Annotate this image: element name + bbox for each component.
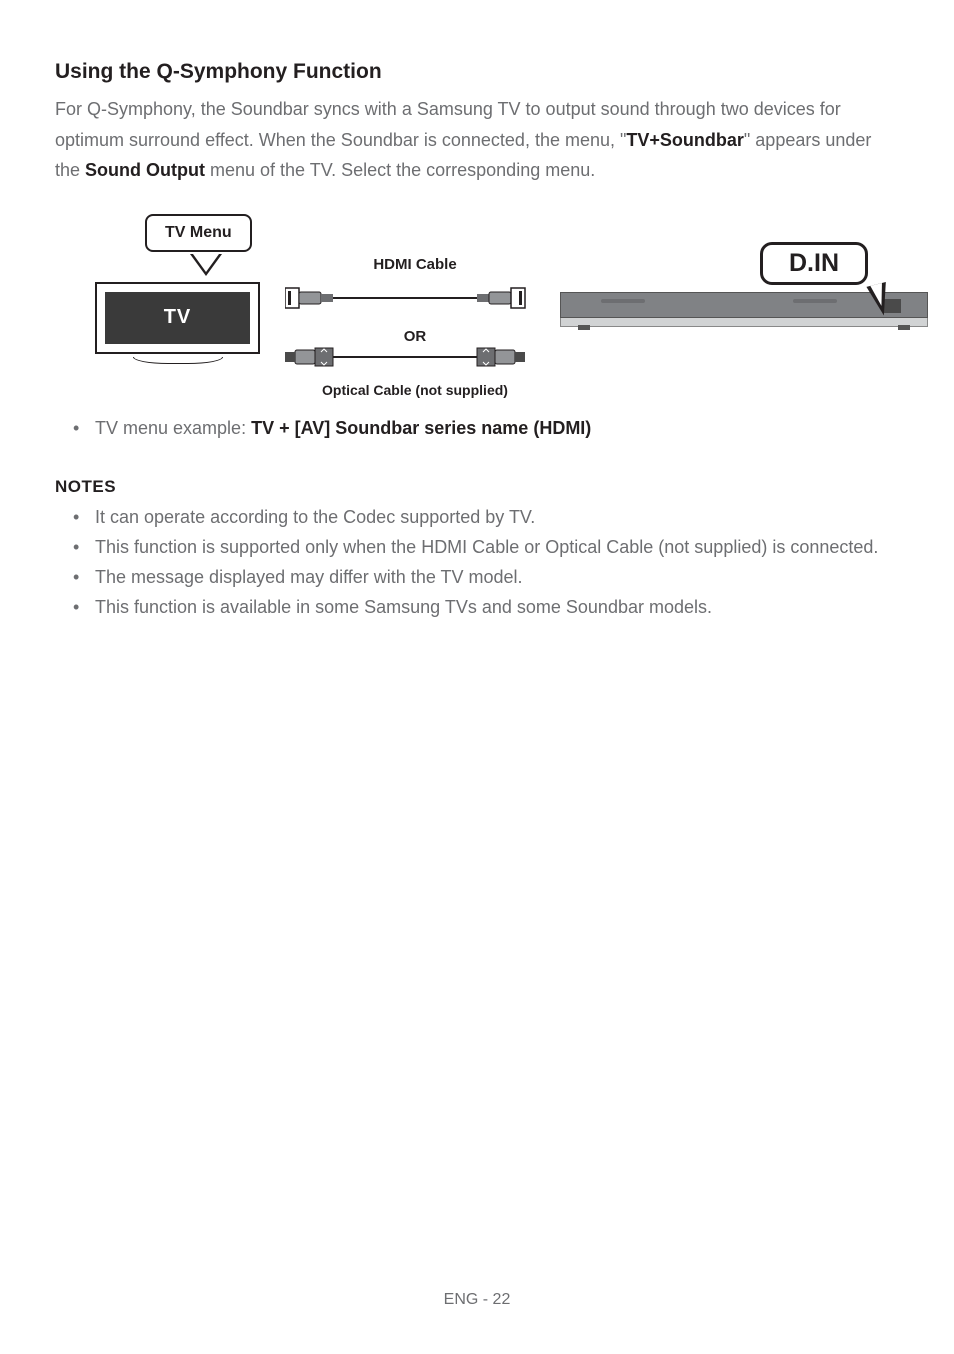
cable-labels-group: HDMI Cable [290,256,540,273]
din-callout: D.IN [760,242,868,285]
tv-frame: TV [95,282,260,354]
hdmi-cable-label: HDMI Cable [290,256,540,273]
intro-bold-1: TV+Soundbar [626,130,744,150]
intro-text-3: menu of the TV. Select the corresponding… [205,160,595,180]
soundbar-foot-right [898,325,910,330]
notes-heading: NOTES [55,477,899,497]
soundbar-foot-left [578,325,590,330]
example-bold: TV + [AV] Soundbar series name (HDMI) [251,418,591,438]
notes-list: It can operate according to the Codec su… [55,503,899,622]
example-prefix: TV menu example: [95,418,251,438]
intro-bold-2: Sound Output [85,160,205,180]
note-item: It can operate according to the Codec su… [95,503,899,533]
tv-menu-callout: TV Menu [145,214,252,252]
tv-screen-label: TV [105,292,250,344]
tv-menu-example-list: TV menu example: TV + [AV] Soundbar seri… [55,414,899,444]
tv-menu-example-item: TV menu example: TV + [AV] Soundbar seri… [95,414,899,444]
note-item: This function is supported only when the… [95,533,899,563]
soundbar-base [560,318,928,327]
or-label: OR [290,328,540,345]
hdmi-cable-icon [285,288,525,308]
section-heading: Using the Q-Symphony Function [55,60,899,84]
tv-illustration: TV [95,282,260,364]
intro-paragraph: For Q-Symphony, the Soundbar syncs with … [55,94,899,186]
note-item: The message displayed may differ with th… [95,563,899,593]
note-item: This function is available in some Samsu… [95,593,899,623]
page-footer: ENG - 22 [0,1291,954,1309]
connection-diagram: TV Menu TV HDMI Cable [85,214,899,394]
tv-menu-pointer-icon [190,254,222,276]
tv-stand-icon [133,357,223,364]
optical-cable-label: Optical Cable (not supplied) [290,382,540,398]
